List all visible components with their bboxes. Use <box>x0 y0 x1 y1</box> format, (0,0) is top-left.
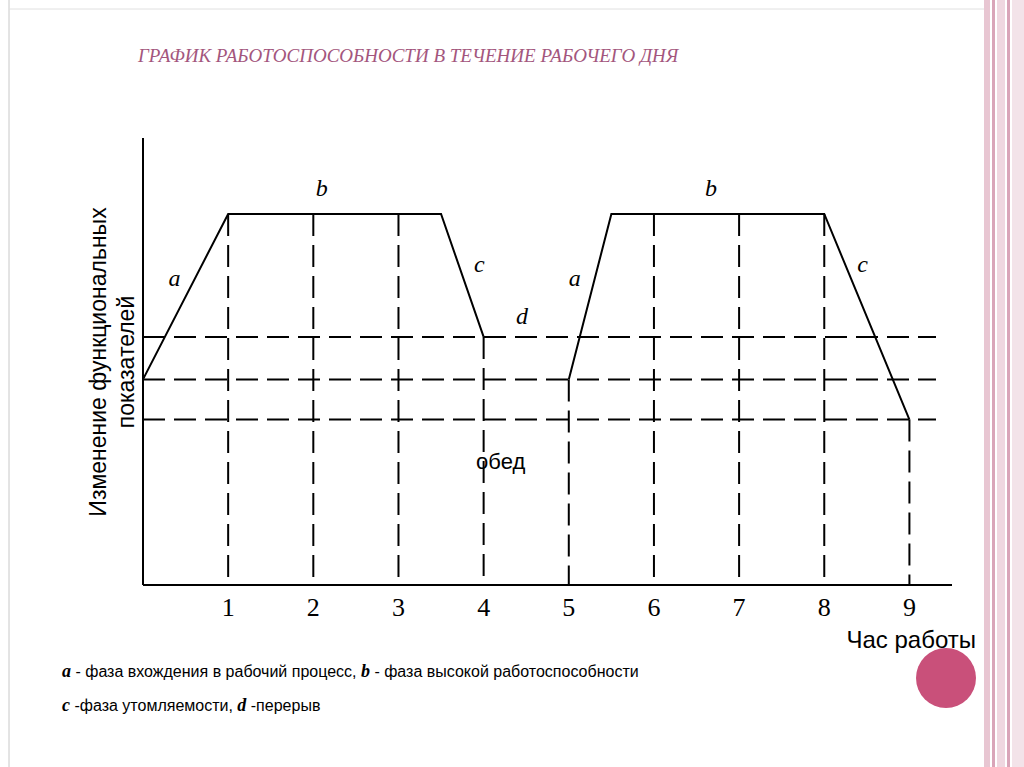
slide-stripe <box>1012 0 1024 767</box>
slide-stripe <box>984 0 990 767</box>
caption-desc: -перерыв <box>246 697 320 714</box>
x-tick-label: 3 <box>392 593 405 622</box>
slide-dot <box>916 648 976 708</box>
tick-drop-line <box>397 214 399 585</box>
caption-desc: - фаза вхождения в рабочий процесс, <box>71 663 361 680</box>
x-tick-label: 1 <box>222 593 235 622</box>
x-tick-label: 2 <box>307 593 320 622</box>
tick-drop-line <box>568 379 570 585</box>
y-axis <box>142 138 144 585</box>
slide: ГРАФИК РАБОТОСПОСОБНОСТИ В ТЕЧЕНИЕ РАБОЧ… <box>0 0 1024 767</box>
slide-stripe <box>992 0 995 767</box>
annotation: c <box>857 251 868 277</box>
slide-border <box>9 0 10 767</box>
annotation: обед <box>476 449 525 474</box>
tick-drop-line <box>823 214 825 585</box>
tick-drop-line <box>227 214 229 585</box>
slide-stripe <box>997 0 1005 767</box>
caption-desc: - фаза высокой работоспособности <box>370 663 639 680</box>
caption-line: a - фаза вхождения в рабочий процесс, b … <box>62 661 639 681</box>
annotation: d <box>516 303 529 329</box>
tick-drop-line <box>908 420 910 585</box>
reference-line <box>143 378 936 380</box>
tick-drop-line <box>653 214 655 585</box>
slide-border <box>9 9 984 10</box>
tick-drop-line <box>738 214 740 585</box>
slide-stripe <box>1007 0 1010 767</box>
annotation: b <box>316 175 328 201</box>
reference-line <box>143 419 936 421</box>
plot-area <box>143 214 936 585</box>
title: ГРАФИК РАБОТОСПОСОБНОСТИ В ТЕЧЕНИЕ РАБОЧ… <box>137 45 680 66</box>
y-axis-label: Изменение функциональных <box>85 207 111 517</box>
y-axis-label: показателей <box>113 296 139 429</box>
x-tick-label: 6 <box>647 593 660 622</box>
caption-term: b <box>361 661 370 681</box>
annotation: c <box>474 251 485 277</box>
x-tick-label: 7 <box>733 593 746 622</box>
x-axis-label: Час работы <box>846 626 976 653</box>
reference-line <box>143 336 936 338</box>
caption-desc: -фаза утомляемости, <box>70 697 237 714</box>
caption-term: c <box>62 695 70 715</box>
x-tick-label: 4 <box>477 593 490 622</box>
annotation: a <box>169 265 181 291</box>
x-tick-label: 5 <box>562 593 575 622</box>
x-tick-label: 9 <box>903 593 916 622</box>
annotation: b <box>705 175 717 201</box>
annotation: a <box>569 265 581 291</box>
caption-line: c -фаза утомляемости, d -перерыв <box>62 695 320 715</box>
work-capacity-line <box>143 214 909 420</box>
x-tick-label: 8 <box>818 593 831 622</box>
caption-term: a <box>62 661 71 681</box>
tick-drop-line <box>312 214 314 585</box>
x-axis <box>143 584 952 586</box>
